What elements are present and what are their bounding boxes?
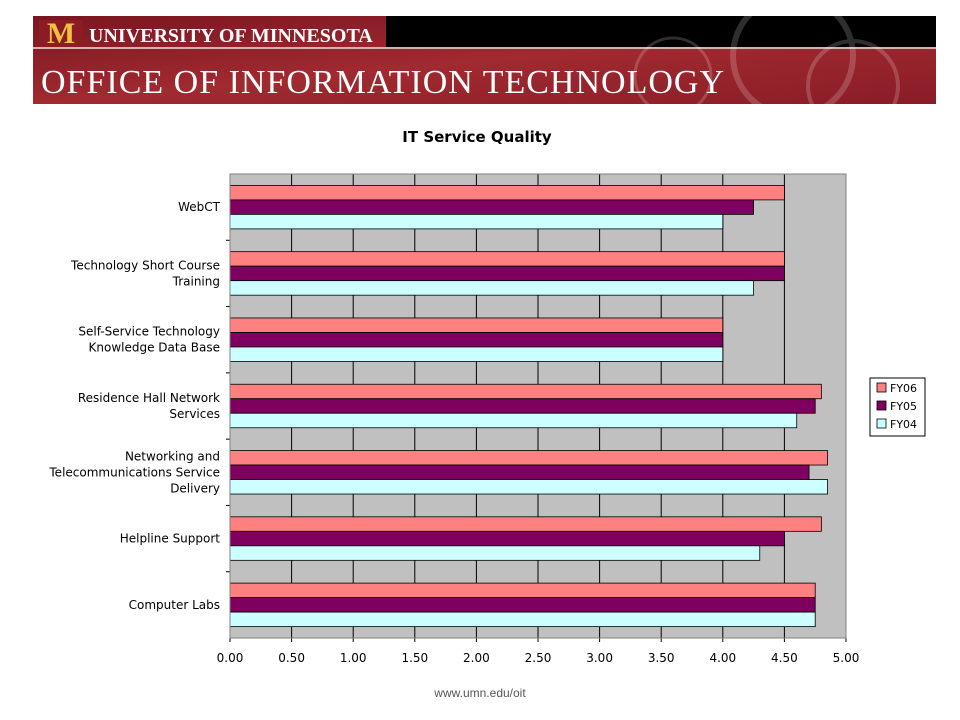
category-label: Delivery [170, 481, 220, 495]
oit-header-banner: M UNIVERSITY OF MINNESOTA OFFICE OF INFO… [33, 0, 936, 133]
footer-url: www.umn.edu/oit [434, 686, 526, 700]
legend-label: FY06 [890, 382, 917, 395]
x-tick-label: 4.50 [771, 651, 798, 665]
x-tick-label: 0.50 [278, 651, 305, 665]
university-logo-icon: M [39, 17, 83, 50]
bar-fy06 [229, 184, 785, 201]
legend-label: FY04 [890, 418, 917, 431]
x-tick-labels: 0.00 0.50 1.00 1.50 2.00 2.50 3.00 3.50 4.00 4.50… [217, 651, 860, 665]
bar-fy04 [229, 346, 724, 362]
x-tick-label: 2.50 [525, 651, 552, 665]
x-tick-label: 3.00 [586, 651, 613, 665]
x-tick-label: 1.50 [401, 651, 428, 665]
category-label: WebCT [178, 200, 221, 214]
plot-border [229, 173, 847, 639]
x-tick-label: 0.00 [217, 651, 244, 665]
bar-fy05 [229, 199, 754, 215]
office-name: OFFICE OF INFORMATION TECHNOLOGY [41, 64, 725, 101]
bar-fy04 [229, 412, 798, 429]
category-label: Computer Labs [129, 598, 220, 612]
bar-fy06 [229, 450, 828, 466]
bar-fy05 [229, 265, 785, 282]
legend-swatch [876, 382, 887, 393]
category-label: Training [172, 274, 220, 288]
category-label: Knowledge Data Base [89, 341, 220, 355]
bar-fy05 [229, 464, 810, 480]
bar-fy04 [229, 280, 754, 296]
bars [229, 184, 828, 628]
category-label: Services [169, 407, 220, 421]
header-banner-graphic: M UNIVERSITY OF MINNESOTA OFFICE OF INFO… [33, 0, 936, 133]
legend-swatch [876, 418, 887, 429]
university-name: UNIVERSITY OF MINNESOTA [89, 25, 373, 47]
bar-fy05 [229, 332, 724, 348]
bar-fy04 [229, 545, 761, 561]
x-tick-label: 4.00 [709, 651, 736, 665]
category-labels: WebCT Technology Short Course Training Self… [48, 200, 220, 612]
x-tick-label: 3.50 [648, 651, 675, 665]
category-label: Technology Short Course [70, 258, 220, 272]
x-tick-label: 2.00 [463, 651, 490, 665]
legend-swatch [876, 400, 887, 411]
bar-fy05 [229, 530, 785, 547]
category-label: Telecommunications Service [48, 465, 220, 479]
category-label: Networking and [125, 449, 220, 463]
category-label: Helpline Support [120, 532, 221, 546]
chart-title: IT Service Quality [402, 128, 552, 146]
category-label: Self-Service Technology [78, 325, 220, 339]
bar-fy04 [229, 479, 828, 495]
legend-label: FY05 [890, 400, 917, 413]
axes [226, 173, 847, 642]
bar-fy06 [229, 317, 724, 333]
bar-fy04 [229, 611, 816, 628]
x-tick-label: 1.00 [340, 651, 367, 665]
bar-fy06 [229, 251, 785, 267]
bar-fy06 [229, 582, 816, 599]
category-label: Residence Hall Network [78, 391, 220, 405]
banner-black-strip [386, 16, 936, 47]
bar-fy06 [229, 383, 822, 400]
logo-letter: M [47, 17, 75, 50]
legend: FY06 FY05 FY04 [869, 377, 926, 437]
bar-fy05 [229, 398, 816, 414]
banner-divider [33, 47, 936, 49]
bar-fy05 [229, 597, 816, 613]
bar-fy04 [229, 213, 724, 230]
bar-fy06 [229, 516, 822, 532]
x-tick-label: 5.00 [833, 651, 860, 665]
